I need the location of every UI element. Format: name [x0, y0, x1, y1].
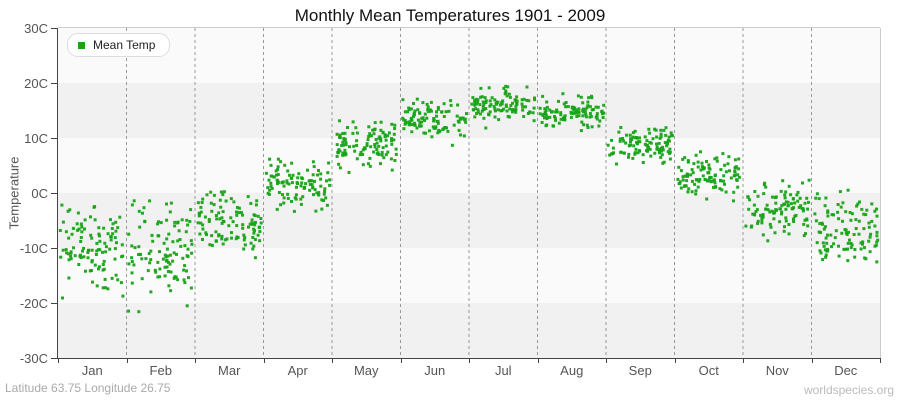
- x-tick-mark: [880, 359, 881, 363]
- x-tick-label: Jul: [494, 363, 512, 378]
- x-tick-label: Jan: [81, 363, 103, 378]
- y-tick-label: 10C: [24, 131, 48, 146]
- y-tick-mark: [51, 358, 57, 359]
- x-tick-mark: [811, 359, 813, 363]
- coordinates-label: Latitude 63.75 Longitude 26.75: [5, 381, 171, 395]
- x-tick-mark: [537, 359, 539, 363]
- legend-swatch-icon: [78, 41, 85, 49]
- legend[interactable]: Mean Temp: [67, 33, 171, 57]
- x-tick-label: Feb: [149, 363, 172, 378]
- x-tick-mark: [606, 359, 607, 363]
- x-tick-label: Sep: [628, 363, 652, 378]
- x-tick-mark: [469, 359, 470, 363]
- x-tick-mark: [743, 359, 744, 363]
- x-tick-label: Nov: [765, 363, 789, 378]
- plot-border-right: [880, 28, 881, 358]
- y-tick-mark: [51, 28, 57, 29]
- x-tick-mark: [332, 359, 333, 363]
- y-tick-mark: [51, 138, 57, 139]
- watermark-label: worldspecies.org: [803, 383, 894, 397]
- y-tick-mark: [51, 193, 57, 194]
- y-tick-label: 30C: [24, 21, 48, 36]
- x-tick-label: Apr: [287, 363, 308, 378]
- y-tick-mark: [51, 303, 57, 304]
- band-row: [58, 138, 880, 193]
- x-tick-label: Jun: [424, 363, 446, 378]
- plot-border-top: [58, 27, 880, 28]
- x-tick-mark: [195, 359, 196, 363]
- legend-label: Mean Temp: [93, 38, 156, 52]
- x-tick-mark: [58, 359, 59, 363]
- x-tick-mark: [126, 359, 128, 363]
- y-tick-label: 0C: [31, 186, 48, 201]
- y-tick-mark: [51, 248, 57, 249]
- x-tick-label: Oct: [698, 363, 719, 378]
- x-tick-label: May: [353, 363, 379, 378]
- plot-area: [58, 28, 880, 358]
- chart-title: Monthly Mean Temperatures 1901 - 2009: [294, 6, 606, 25]
- band-row: [58, 83, 880, 138]
- x-tick-mark: [674, 359, 676, 363]
- y-axis-line: [57, 28, 58, 359]
- x-tick-mark: [263, 359, 265, 363]
- x-tick-label: Mar: [218, 363, 241, 378]
- x-tick-label: Dec: [834, 363, 858, 378]
- y-tick-label: 20C: [24, 76, 48, 91]
- band-row: [58, 28, 880, 83]
- x-tick-mark: [400, 359, 402, 363]
- x-axis-line: [57, 358, 881, 359]
- y-tick-mark: [51, 83, 57, 84]
- x-tick-label: Aug: [560, 363, 584, 378]
- y-tick-label: -10C: [19, 241, 48, 256]
- scatter-points-svg: [58, 28, 880, 358]
- y-tick-label: -30C: [19, 351, 48, 366]
- y-tick-label: -20C: [19, 296, 48, 311]
